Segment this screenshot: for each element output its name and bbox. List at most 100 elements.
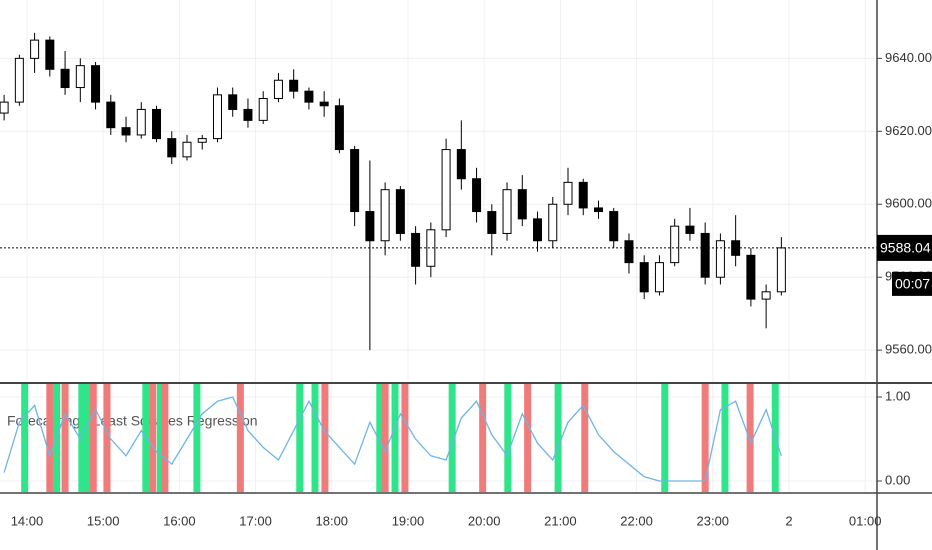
sell-signal — [236, 384, 244, 492]
candle-body — [106, 101, 116, 129]
x-tick-label: 16:00 — [163, 513, 196, 528]
x-tick-label: 22:00 — [620, 513, 653, 528]
candle-body — [319, 101, 329, 107]
x-tick-label: 2 — [785, 513, 792, 528]
candle-body — [472, 178, 482, 213]
x-tick-label: 14:00 — [11, 513, 44, 528]
x-tick-label: 19:00 — [392, 513, 425, 528]
candle-body — [685, 225, 695, 234]
candle-body — [548, 203, 558, 242]
buy-signal — [661, 384, 669, 492]
sell-signal — [524, 384, 532, 492]
candle-body — [167, 138, 177, 158]
candle-body — [304, 90, 314, 103]
candle-body — [776, 247, 786, 293]
candle-body — [654, 262, 664, 293]
y-tick-label: 9600.00 — [885, 196, 932, 211]
buy-signal — [504, 384, 512, 492]
candle-body — [197, 138, 207, 143]
buy-signal — [78, 384, 86, 492]
candle-body — [334, 105, 344, 151]
candle-body — [395, 189, 405, 234]
candle-body — [136, 108, 146, 136]
candle-body — [715, 240, 725, 278]
last-price-label: 9588.04 — [880, 240, 931, 256]
indicator-title: Forecasting - Least Squares Regression — [7, 413, 258, 429]
candle-body — [258, 97, 268, 121]
x-tick-label: 23:00 — [697, 513, 730, 528]
buy-signal — [554, 384, 562, 492]
candle-body — [228, 94, 238, 110]
buy-signal — [21, 384, 29, 492]
candle-body — [593, 207, 603, 213]
candle-body — [578, 181, 588, 209]
candle-body — [182, 141, 192, 158]
x-tick-label: 01:00 — [849, 513, 882, 528]
sell-signal — [479, 384, 487, 492]
sell-signal — [89, 384, 97, 492]
candle-body — [487, 211, 497, 234]
last-price-tag — [877, 234, 932, 261]
candle-body — [30, 39, 40, 59]
sell-signal — [61, 384, 69, 492]
buy-signal — [193, 384, 201, 492]
sell-signal — [381, 384, 389, 492]
candle-body — [426, 229, 436, 267]
candle-body — [746, 254, 756, 300]
candle-body — [609, 211, 619, 242]
y-tick-label: 9640.00 — [885, 50, 932, 65]
buy-signal — [296, 384, 304, 492]
candle-body — [761, 291, 771, 300]
candle-body — [60, 68, 70, 89]
candle-body — [121, 127, 131, 136]
sell-signal — [46, 384, 54, 492]
x-tick-label: 20:00 — [468, 513, 501, 528]
candle-body — [533, 218, 543, 242]
candle-body — [14, 57, 24, 103]
buy-signal — [156, 384, 164, 492]
candle-body — [517, 189, 527, 220]
buy-signal — [84, 384, 92, 492]
x-tick-label: 15:00 — [87, 513, 120, 528]
sell-signal — [103, 384, 111, 492]
candle-body — [152, 108, 162, 140]
sell-signal — [746, 384, 754, 492]
y-tick-label: 1.00 — [885, 388, 910, 403]
candle-body — [731, 240, 741, 256]
countdown-tag — [892, 271, 932, 296]
countdown-label: 00:07 — [895, 276, 930, 292]
candle-body — [700, 232, 710, 278]
candle-body — [91, 65, 101, 103]
candle-body — [624, 240, 634, 264]
candle-body — [441, 149, 451, 231]
sell-signal — [149, 384, 157, 492]
x-tick-label: 17:00 — [239, 513, 272, 528]
y-tick-label: 0.00 — [885, 472, 910, 487]
candle-body — [289, 79, 299, 92]
candle-body — [75, 65, 85, 89]
buy-signal — [311, 384, 319, 492]
y-tick-label: 9560.00 — [885, 342, 932, 357]
candle-body — [350, 149, 360, 213]
candle-body — [456, 149, 466, 180]
candle-body — [380, 189, 390, 242]
buy-signal — [721, 384, 729, 492]
candle-body — [502, 189, 512, 234]
sell-signal — [701, 384, 709, 492]
candle-body — [563, 181, 573, 205]
sell-signal — [401, 384, 409, 492]
buy-signal — [391, 384, 399, 492]
candle-body — [273, 79, 283, 99]
buy-signal — [448, 384, 456, 492]
sell-signal — [581, 384, 589, 492]
indicator-line — [3, 396, 782, 482]
x-tick-label: 21:00 — [544, 513, 577, 528]
sell-signal — [161, 384, 169, 492]
candle-body — [365, 211, 375, 242]
candle-body — [0, 101, 9, 114]
candle-body — [212, 94, 222, 140]
candle-body — [243, 108, 253, 121]
x-tick-label: 18:00 — [316, 513, 349, 528]
candle-body — [639, 262, 649, 293]
